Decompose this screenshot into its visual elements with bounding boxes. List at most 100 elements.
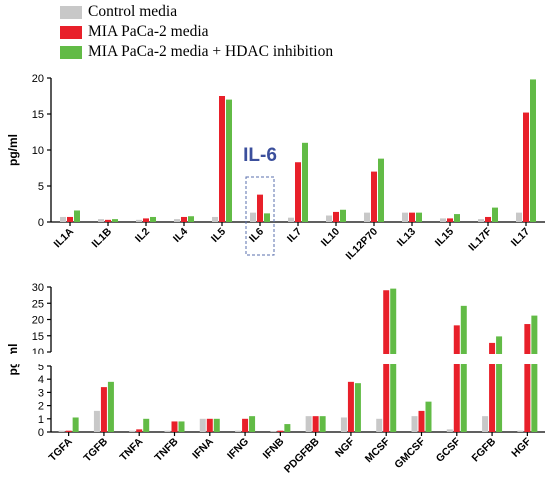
chart2-bar	[425, 401, 432, 432]
chart1-bar	[447, 218, 453, 222]
chart2-bar-upper	[531, 315, 538, 352]
chart2-bar	[199, 418, 206, 432]
chart2-x-tick-label: IFNA	[190, 435, 216, 461]
chart1-x-tick-label: IL17F	[466, 225, 494, 253]
chart2-bar	[460, 366, 467, 432]
chart2-bar	[242, 418, 249, 432]
chart2-bar	[489, 366, 496, 432]
chart2-bar	[411, 416, 418, 432]
chart2-x-tick-label: TNFA	[117, 435, 145, 463]
chart2-bar	[390, 366, 397, 432]
chart2-bar	[347, 381, 354, 432]
chart1-x-tick-label: IL2	[133, 226, 152, 245]
chart2-bar	[100, 387, 107, 432]
chart1-bar	[136, 219, 142, 222]
chart2-bar	[383, 366, 390, 432]
chart2-y-tick-label-lower: 0	[38, 427, 44, 439]
chart1-x-tick-label: IL15	[433, 226, 456, 249]
chart2-x-tick-label: IFNB	[261, 435, 287, 461]
chart1-bar	[188, 216, 194, 222]
chart2-bar	[58, 430, 65, 432]
chart2-y-tick-label-lower: 2	[38, 401, 44, 413]
chart1-bar	[105, 219, 111, 222]
chart1-bar	[226, 99, 232, 222]
chart1-y-tick-label: 20	[32, 73, 44, 85]
legend-label-hdac: MIA PaCa-2 media + HDAC inhibition	[88, 43, 334, 60]
chart1-bar	[150, 216, 156, 222]
chart2-bar	[319, 416, 326, 432]
chart1-x-tick-label: IL1A	[52, 225, 77, 250]
chart1-x-tick-label: IL7	[285, 226, 304, 245]
chart2-bar	[164, 430, 171, 432]
chart1-y-tick-label: 0	[38, 217, 44, 229]
chart1-bar	[60, 216, 66, 222]
chart2-bar	[531, 366, 538, 432]
chart2-bar	[453, 366, 460, 432]
chart2-bar	[206, 418, 213, 432]
chart1-y-tick-label: 5	[38, 181, 44, 193]
chart2-bar	[376, 418, 383, 432]
chart1-bar	[402, 212, 408, 222]
chart1-bar	[333, 211, 339, 222]
legend-swatch-hdac	[60, 45, 82, 59]
chart1-x-tick-label: IL13	[395, 226, 418, 249]
chart2-bar	[136, 429, 143, 432]
chart2-bar	[284, 424, 291, 432]
chart1-y-tick-label: 10	[32, 145, 44, 157]
legend-item-control: Control media	[60, 2, 333, 22]
chart2-bar	[143, 418, 150, 432]
chart1-bar	[440, 218, 446, 222]
chart2-y-tick-label-lower: 4	[38, 374, 44, 386]
chart1-bar	[326, 215, 332, 222]
chart1-bar	[378, 158, 384, 222]
chart2-bar	[517, 430, 524, 432]
chart2-y-tick-label-lower: 1	[38, 414, 44, 426]
chart1-bar	[257, 194, 263, 222]
chart2-y-tick-label-upper: 15	[32, 331, 44, 343]
legend-item-hdac: MIA PaCa-2 media + HDAC inhibition	[60, 42, 333, 62]
chart2-bar	[249, 416, 256, 432]
chart1-bar	[74, 210, 80, 222]
chart1-x-tick-label: IL1B	[90, 225, 115, 250]
chart1-bar	[98, 219, 104, 222]
chart2-bar	[354, 383, 361, 432]
chart2-bar	[235, 430, 242, 432]
chart2-bar	[312, 416, 319, 432]
chart2-bar	[446, 429, 453, 432]
chart1-bar	[523, 112, 529, 222]
chart1-bar	[371, 171, 377, 222]
legend-swatch-miapaca	[60, 25, 82, 39]
chart2-bar	[213, 418, 220, 432]
chart1-x-tick-label: IL5	[209, 226, 228, 245]
chart1-x-tick-label: IL4	[171, 226, 190, 245]
chart1-bar	[219, 96, 225, 222]
chart1-x-tick-label: IL17	[509, 226, 532, 249]
chart1-bar	[174, 219, 180, 222]
chart2-bar	[178, 421, 185, 432]
chart2-x-tick-label: GCSF	[434, 435, 464, 465]
chart2-x-tick-label: TNFB	[152, 435, 181, 464]
chart2-bar-upper	[489, 342, 496, 352]
chart2-bar	[482, 416, 489, 432]
chart1-bar	[409, 212, 415, 222]
chart2-bar	[93, 410, 100, 432]
chart2-x-tick-label: TGFA	[46, 435, 75, 464]
legend-label-miapaca: MIA PaCa-2 media	[88, 23, 209, 40]
chart1-bar	[264, 213, 270, 222]
chart1-bar	[295, 162, 301, 222]
chart1-bar	[67, 216, 73, 222]
chart2-x-tick-label: HGF	[509, 435, 534, 460]
chart2-x-tick-label: TGFB	[81, 435, 110, 464]
chart2-bar	[418, 410, 425, 432]
chart1-bar	[516, 212, 522, 222]
chart2-x-tick-label: IFNG	[225, 436, 251, 462]
chart2-bar	[72, 417, 79, 432]
chart2-bar	[305, 416, 312, 432]
chart1-il6-highlight-box	[245, 176, 275, 256]
chart2-y-tick-label-upper: 20	[32, 315, 44, 327]
chart2-y-tick-label-upper: 30	[32, 282, 44, 294]
chart2-bar	[340, 417, 347, 432]
chart2-x-tick-label: GMCSF	[392, 435, 428, 471]
legend-item-miapaca: MIA PaCa-2 media	[60, 22, 333, 42]
chart1-bar	[143, 218, 149, 222]
